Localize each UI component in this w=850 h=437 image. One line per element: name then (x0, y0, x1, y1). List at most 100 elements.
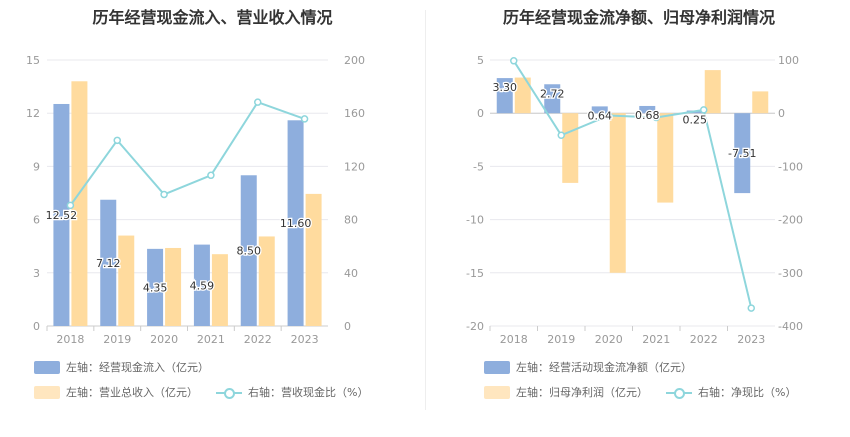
y-tick-label-left: 9 (33, 160, 40, 173)
y-tick-label-left: 0 (33, 320, 40, 333)
y-tick-label-left: 15 (26, 54, 40, 67)
bar-secondary (211, 254, 228, 326)
y-tick-label-right: 0 (778, 107, 785, 120)
bar-value-label: 8.50 (237, 245, 262, 258)
y-tick-label-right: 160 (344, 107, 365, 120)
ratio-point (510, 57, 518, 65)
bar-primary (193, 244, 210, 326)
ratio-point (300, 115, 309, 123)
legend-item-ratio[interactable]: 右轴：营收现金比（%） (216, 384, 368, 400)
bar-value-label: 7.12 (96, 257, 121, 270)
legend-row-1: 左轴：经营现金流入（亿元） (34, 359, 227, 375)
y-tick-label-right: 40 (344, 267, 358, 280)
ratio-point (605, 111, 613, 120)
legend-label: 左轴：营业总收入（亿元） (66, 386, 198, 399)
ratio-line (512, 60, 753, 309)
x-tick-label: 2020 (595, 333, 623, 346)
bar-secondary (657, 113, 674, 203)
legend-item-net-cash[interactable]: 左轴：经营活动现金流净额（亿元） (484, 359, 692, 375)
bar-value-label: 4.35 (143, 281, 168, 294)
bar-value-label: 0.25 (683, 114, 708, 127)
bar-primary (734, 113, 751, 194)
y-tick-label-left: 5 (477, 54, 484, 67)
x-tick-label: 2019 (103, 333, 131, 346)
ratio-point (66, 201, 75, 210)
bar-secondary (562, 113, 579, 183)
bar-secondary (704, 70, 721, 114)
bar-value-label: 3.30 (493, 81, 518, 94)
x-tick-label: 2019 (547, 333, 575, 346)
bar-secondary (258, 236, 275, 326)
legend-label: 左轴：经营活动现金流净额（亿元） (516, 361, 692, 374)
bar-primary (639, 105, 656, 114)
y-tick-label-right: -300 (778, 267, 803, 280)
legend-swatch-blue (34, 360, 60, 374)
bar-secondary (71, 81, 88, 326)
y-tick-label-right: -100 (778, 160, 803, 173)
ratio-point (557, 131, 565, 140)
x-tick-label: 2022 (244, 333, 272, 346)
x-tick-label: 2023 (737, 333, 765, 346)
chart-plot-right: -20 -15 -10 -5 0 5 -400 -300 -200 -100 0 100 2018 201… (466, 54, 803, 346)
bar-primary (496, 78, 513, 114)
ratio-point (113, 136, 121, 145)
y-tick-label-right: 200 (344, 54, 365, 67)
legend-row-2: 左轴：归母净利润（亿元） 右轴：净现比（%） (484, 384, 814, 400)
legend-item-net-profit[interactable]: 左轴：归母净利润（亿元） (484, 384, 648, 400)
chart-title: 历年经营现金流净额、归母净利润情况 (502, 8, 775, 27)
y-tick-label-right: -200 (778, 214, 803, 227)
legend-item-inflow[interactable]: 左轴：经营现金流入（亿元） (34, 359, 209, 375)
bar-secondary (165, 247, 182, 326)
x-tick-label: 2022 (690, 333, 718, 346)
y-tick-label-left: -20 (466, 320, 484, 333)
bar-value-label: -7.51 (728, 147, 756, 160)
chart-panel-right: 历年经营现金流净额、归母净利润情况 -20 -15 -10 -5 0 5 -400 -300-… (428, 0, 850, 437)
legend-item-revenue[interactable]: 左轴：营业总收入（亿元） (34, 384, 198, 400)
x-tick-label: 2018 (56, 333, 84, 346)
legend-swatch-blue (484, 360, 510, 374)
bar-secondary (305, 193, 322, 326)
legend-row-2: 左轴：营业总收入（亿元） 右轴：营收现金比（%） (34, 384, 386, 400)
legend-label: 右轴：营收现金比（%） (248, 386, 369, 399)
bar-value-label: 4.59 (190, 279, 215, 292)
ratio-point (700, 106, 708, 114)
x-tick-label: 2020 (150, 333, 178, 346)
y-tick-label-right: 0 (344, 320, 351, 333)
bar-primary (53, 103, 70, 326)
legend-label: 左轴：经营现金流入（亿元） (66, 361, 209, 374)
x-tick-label: 2023 (291, 333, 319, 346)
legend-item-net-ratio[interactable]: 右轴：净现比（%） (666, 384, 796, 400)
chart-panel-left: 历年经营现金流入、营业收入情况 0 3 6 9 12 15 0 40 80 120 160 200 20… (26, 8, 386, 400)
ratio-point (652, 113, 660, 122)
chart-title: 历年经营现金流入、营业收入情况 (92, 8, 333, 27)
ratio-point (207, 171, 215, 180)
ratio-point (160, 190, 168, 199)
y-tick-label-left: 12 (26, 107, 40, 120)
bar-secondary (752, 91, 769, 114)
y-tick-label-left: -15 (466, 267, 484, 280)
legend-label: 右轴：净现比（%） (698, 386, 797, 399)
y-tick-label-left: -5 (473, 160, 484, 173)
bar-primary (100, 199, 117, 326)
bar-primary (147, 248, 164, 326)
y-tick-label-left: 3 (33, 267, 40, 280)
bar-primary (591, 106, 608, 114)
legend-label: 左轴：归母净利润（亿元） (516, 386, 648, 399)
panel-divider (425, 10, 426, 410)
x-tick-label: 2021 (197, 333, 225, 346)
y-tick-label-right: 120 (344, 160, 365, 173)
chart-plot-left: 0 3 6 9 12 15 0 40 80 120 160 200 2018 2019 2020 2021 20… (26, 54, 365, 346)
bar-value-label: 11.60 (280, 217, 312, 230)
bar-primary (287, 120, 304, 326)
bar-value-label: 2.72 (540, 87, 565, 100)
x-tick-label: 2018 (500, 333, 528, 346)
y-tick-label-right: 100 (778, 54, 799, 67)
legend-swatch-line (216, 386, 242, 399)
y-tick-label-right: 80 (344, 214, 358, 227)
y-tick-label-right: -400 (778, 320, 803, 333)
legend-swatch-line (666, 386, 692, 399)
ratio-point (747, 304, 755, 312)
bar-secondary (118, 235, 135, 326)
bar-value-label: 0.68 (635, 109, 660, 122)
bar-secondary (514, 77, 531, 114)
